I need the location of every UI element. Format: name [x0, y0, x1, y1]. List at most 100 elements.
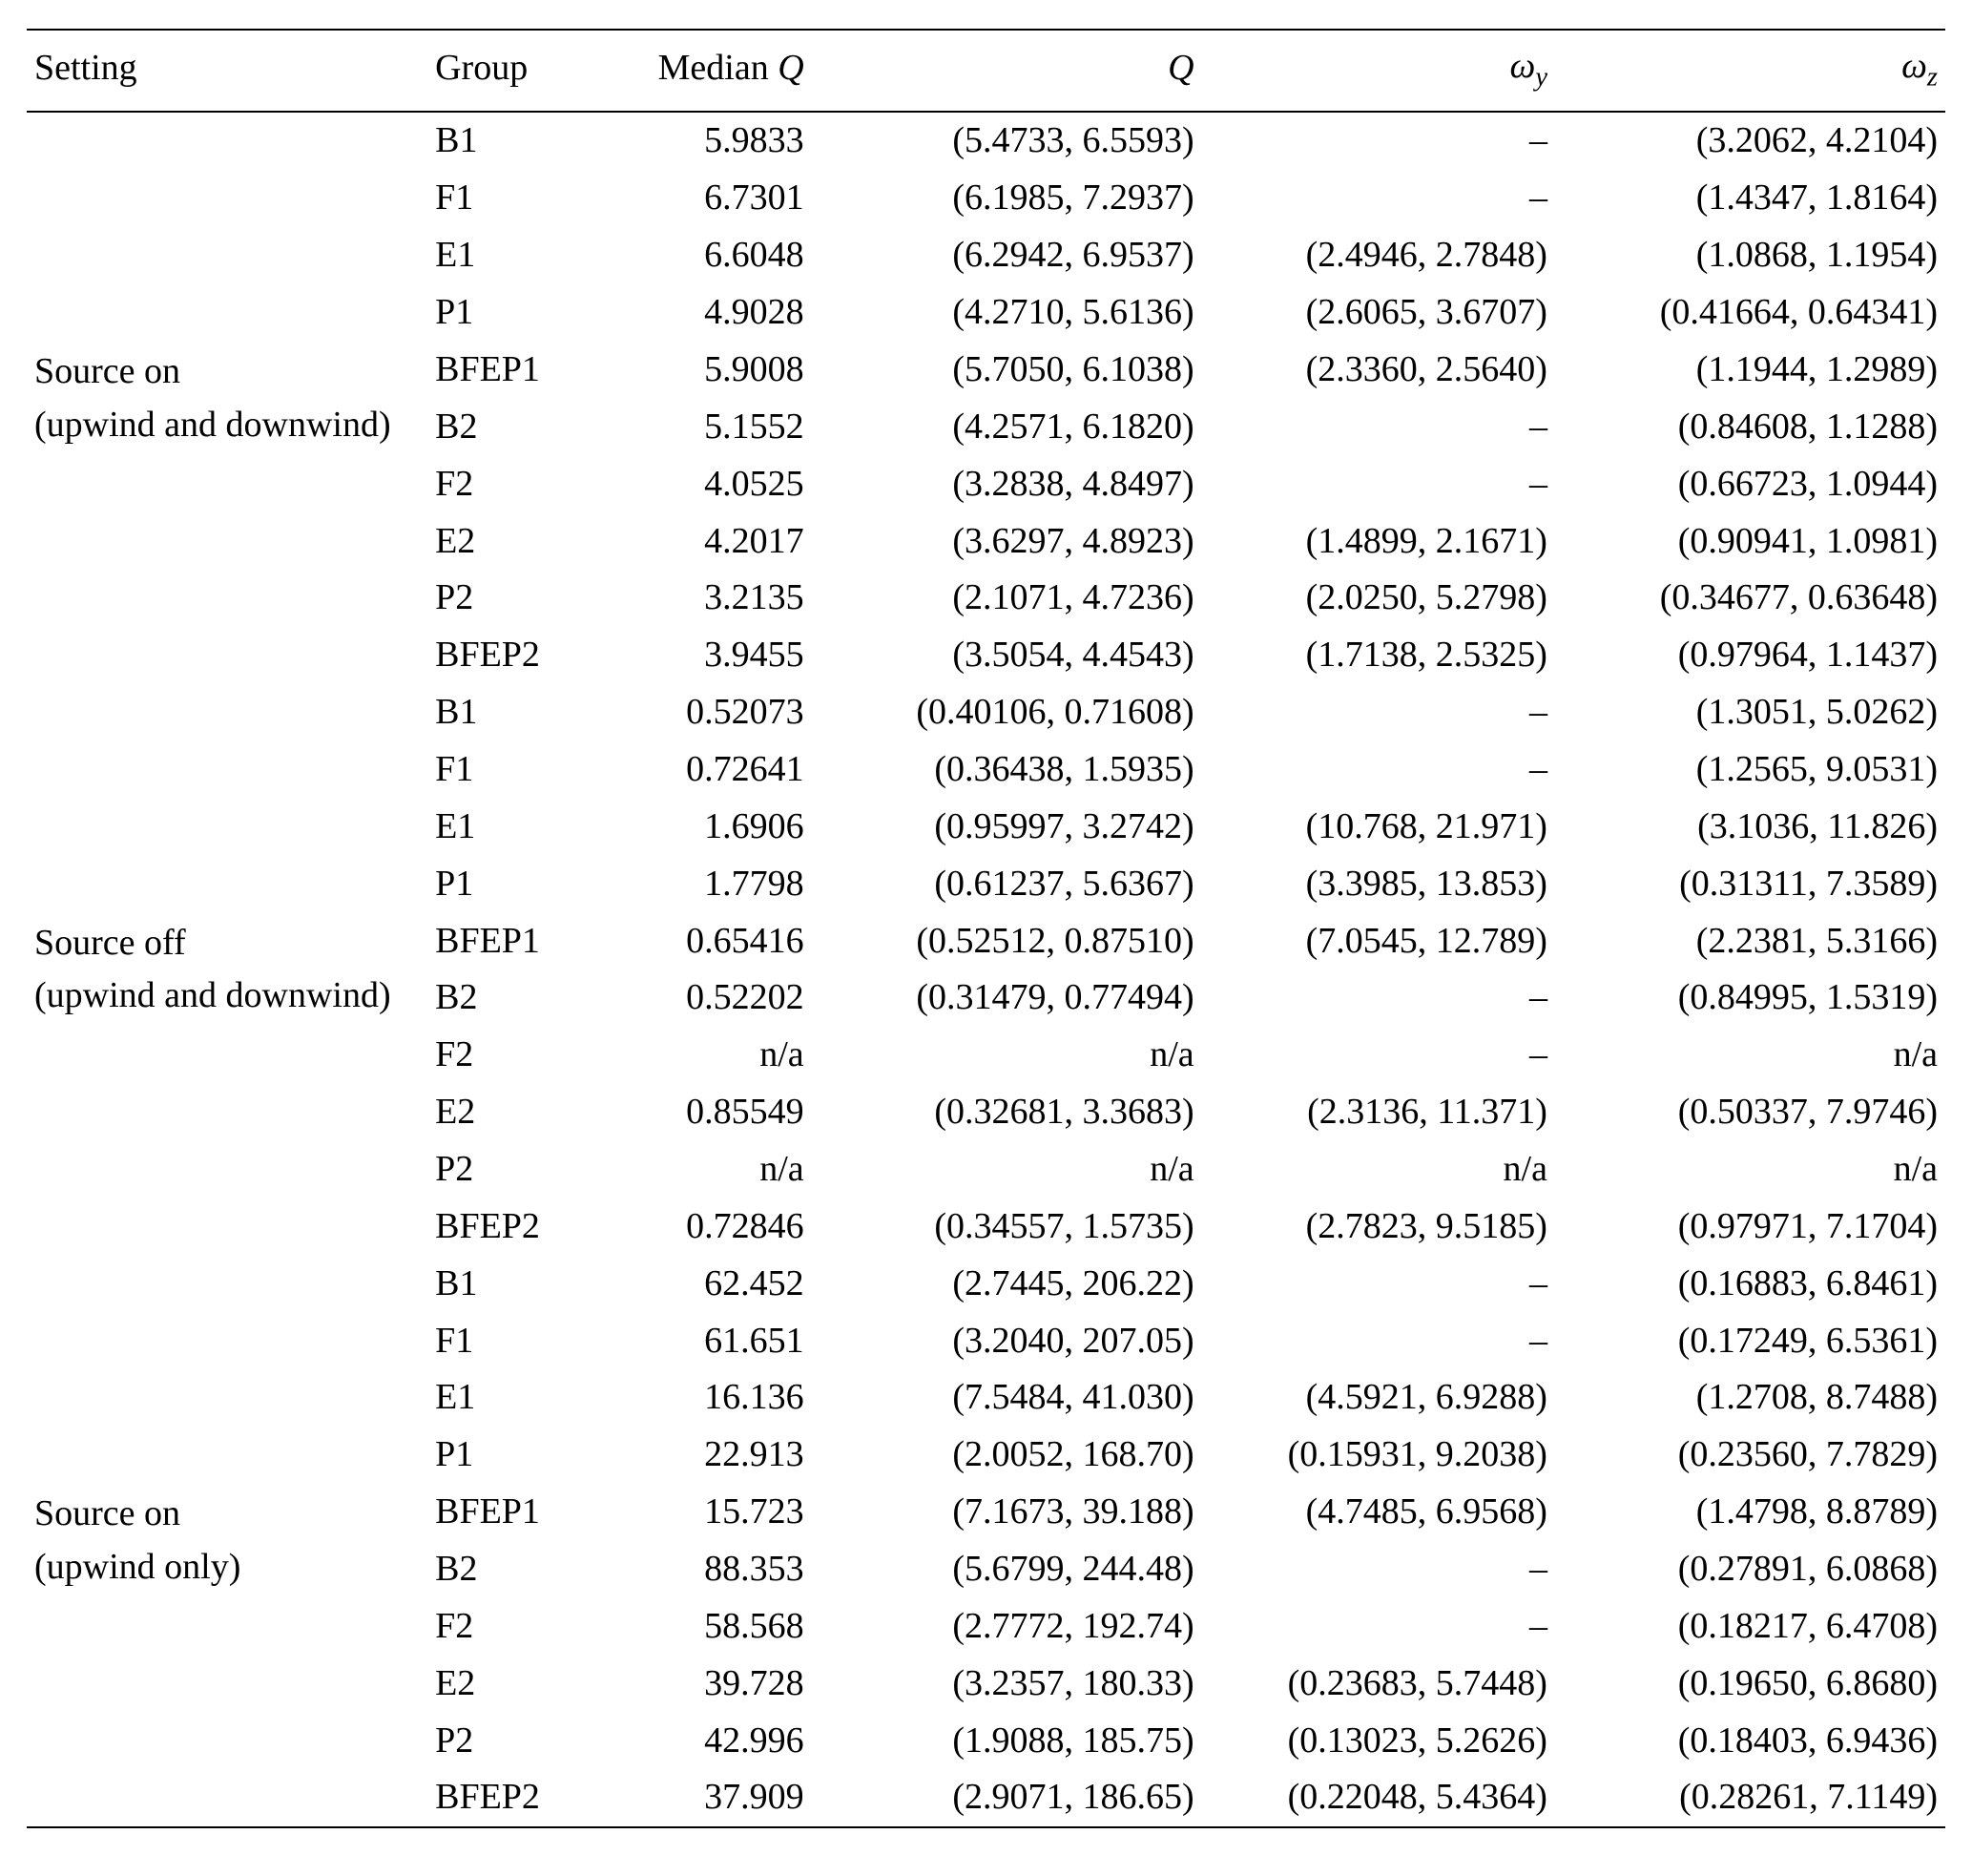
setting-line1: Source on [34, 345, 420, 399]
median-q-cell: 42.996 [592, 1713, 812, 1770]
q-cell: (2.1071, 4.7236) [812, 570, 1202, 627]
omega-z-cell: (0.31311, 7.3589) [1555, 856, 1945, 913]
omega-z-cell: n/a [1555, 1141, 1945, 1199]
omega-z-cell: (1.3051, 5.0262) [1555, 684, 1945, 741]
omega-y-cell: (2.3136, 11.371) [1202, 1084, 1555, 1141]
q-cell: (5.6799, 244.48) [812, 1541, 1202, 1598]
omega-y-cell: (2.6065, 3.6707) [1202, 284, 1555, 342]
omega-y-cell: (4.7485, 6.9568) [1202, 1484, 1555, 1541]
setting-cell: Source on(upwind and downwind) [27, 112, 427, 684]
q-cell: (7.1673, 39.188) [812, 1484, 1202, 1541]
q-cell: (0.36438, 1.5935) [812, 741, 1202, 799]
col-omega-y-base: ω [1509, 46, 1535, 86]
omega-y-cell: (0.13023, 5.2626) [1202, 1713, 1555, 1770]
omega-z-cell: (0.18403, 6.9436) [1555, 1713, 1945, 1770]
median-q-cell: 4.9028 [592, 284, 812, 342]
median-q-cell: 58.568 [592, 1598, 812, 1656]
omega-y-cell: – [1202, 1541, 1555, 1598]
col-setting: Setting [27, 30, 427, 112]
group-cell: F1 [427, 1313, 592, 1370]
group-cell: E2 [427, 513, 592, 571]
table-row: Source on(upwind and downwind)B15.9833(5… [27, 112, 1945, 170]
col-median-q-prefix: Median [658, 48, 778, 88]
q-cell: (4.2710, 5.6136) [812, 284, 1202, 342]
q-cell: (2.0052, 168.70) [812, 1427, 1202, 1484]
group-cell: B1 [427, 112, 592, 170]
group-cell: BFEP2 [427, 627, 592, 684]
group-cell: BFEP2 [427, 1769, 592, 1827]
omega-z-cell: (0.90941, 1.0981) [1555, 513, 1945, 571]
group-cell: B1 [427, 684, 592, 741]
omega-y-cell: (4.5921, 6.9288) [1202, 1369, 1555, 1427]
group-cell: P2 [427, 570, 592, 627]
group-cell: P2 [427, 1713, 592, 1770]
col-median-q-var: Q [778, 48, 803, 88]
group-cell: P1 [427, 856, 592, 913]
omega-y-cell: – [1202, 1256, 1555, 1313]
omega-y-cell: – [1202, 1313, 1555, 1370]
q-cell: (3.5054, 4.4543) [812, 627, 1202, 684]
omega-y-cell: – [1202, 399, 1555, 456]
omega-z-cell: (0.84995, 1.5319) [1555, 969, 1945, 1027]
setting-line2: (upwind and downwind) [34, 969, 420, 1023]
page: Setting Group Median Q Q ωy ωz Source on… [0, 0, 1972, 1876]
omega-y-cell: (2.7823, 9.5185) [1202, 1199, 1555, 1256]
omega-z-cell: (0.34677, 0.63648) [1555, 570, 1945, 627]
group-cell: B1 [427, 1256, 592, 1313]
group-cell: E2 [427, 1656, 592, 1713]
median-q-cell: 4.0525 [592, 456, 812, 513]
group-cell: BFEP1 [427, 1484, 592, 1541]
q-cell: (0.31479, 0.77494) [812, 969, 1202, 1027]
omega-z-cell: (0.41664, 0.64341) [1555, 284, 1945, 342]
q-cell: (0.61237, 5.6367) [812, 856, 1202, 913]
group-cell: BFEP1 [427, 342, 592, 399]
table-header: Setting Group Median Q Q ωy ωz [27, 30, 1945, 112]
median-q-cell: n/a [592, 1027, 812, 1084]
q-cell: (4.2571, 6.1820) [812, 399, 1202, 456]
table-row: Source off(upwind and downwind)B10.52073… [27, 684, 1945, 741]
omega-z-cell: (3.1036, 11.826) [1555, 799, 1945, 856]
omega-y-cell: (0.22048, 5.4364) [1202, 1769, 1555, 1827]
median-q-cell: 6.7301 [592, 170, 812, 227]
q-cell: (2.9071, 186.65) [812, 1769, 1202, 1827]
median-q-cell: 61.651 [592, 1313, 812, 1370]
q-cell: (2.7445, 206.22) [812, 1256, 1202, 1313]
q-cell: (0.95997, 3.2742) [812, 799, 1202, 856]
group-cell: E1 [427, 1369, 592, 1427]
omega-y-cell: (2.4946, 2.7848) [1202, 227, 1555, 284]
q-cell: (3.2040, 207.05) [812, 1313, 1202, 1370]
omega-z-cell: (0.23560, 7.7829) [1555, 1427, 1945, 1484]
median-q-cell: 3.9455 [592, 627, 812, 684]
omega-z-cell: (1.4798, 8.8789) [1555, 1484, 1945, 1541]
median-q-cell: 5.9008 [592, 342, 812, 399]
omega-z-cell: (1.1944, 1.2989) [1555, 342, 1945, 399]
median-q-cell: 62.452 [592, 1256, 812, 1313]
col-q-var: Q [1168, 48, 1194, 88]
col-omega-z-sub: z [1927, 63, 1938, 93]
omega-z-cell: (1.2708, 8.7488) [1555, 1369, 1945, 1427]
omega-z-cell: (0.19650, 6.8680) [1555, 1656, 1945, 1713]
median-q-cell: 5.1552 [592, 399, 812, 456]
group-cell: F2 [427, 456, 592, 513]
omega-y-cell: (10.768, 21.971) [1202, 799, 1555, 856]
q-cell: (0.34557, 1.5735) [812, 1199, 1202, 1256]
omega-z-cell: (0.18217, 6.4708) [1555, 1598, 1945, 1656]
omega-z-cell: (2.2381, 5.3166) [1555, 913, 1945, 970]
group-cell: BFEP1 [427, 913, 592, 970]
omega-y-cell: – [1202, 684, 1555, 741]
q-cell: (3.2357, 180.33) [812, 1656, 1202, 1713]
col-group: Group [427, 30, 592, 112]
median-q-cell: 39.728 [592, 1656, 812, 1713]
col-omega-y-sub: y [1535, 63, 1547, 93]
omega-y-cell: (7.0545, 12.789) [1202, 913, 1555, 970]
omega-z-cell: (0.84608, 1.1288) [1555, 399, 1945, 456]
table-row: Source on(upwind only)B162.452(2.7445, 2… [27, 1256, 1945, 1313]
setting-cell: Source on(upwind only) [27, 1256, 427, 1828]
q-cell: (0.32681, 3.3683) [812, 1084, 1202, 1141]
q-cell: (5.7050, 6.1038) [812, 342, 1202, 399]
omega-y-cell: – [1202, 741, 1555, 799]
col-median-q: Median Q [592, 30, 812, 112]
median-q-cell: 1.7798 [592, 856, 812, 913]
omega-z-cell: (0.28261, 7.1149) [1555, 1769, 1945, 1827]
omega-z-cell: (0.16883, 6.8461) [1555, 1256, 1945, 1313]
